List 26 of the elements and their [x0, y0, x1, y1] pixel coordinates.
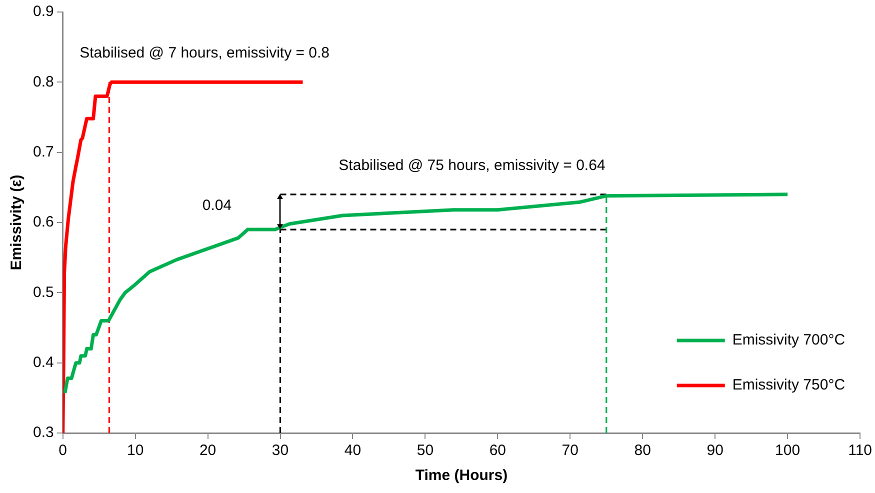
x-tick-label: 90	[706, 442, 724, 460]
y-tick-label: 0.5	[32, 284, 54, 301]
x-axis-title: Time (Hours)	[415, 467, 508, 484]
x-tick-label: 60	[489, 442, 506, 460]
legend-label: Emissivity 750°C	[732, 376, 846, 394]
y-tick-label: 0.7	[32, 143, 54, 160]
annotation: Stabilised @ 75 hours, emissivity = 0.64	[338, 156, 606, 174]
annotation: Stabilised @ 7 hours, emissivity = 0.8	[80, 44, 330, 62]
x-tick-label: 80	[634, 442, 651, 460]
x-tick-label: 70	[562, 442, 578, 460]
x-tick-label: 30	[272, 442, 289, 460]
x-tick-label: 0	[58, 442, 68, 460]
y-tick-label: 0.4	[32, 354, 54, 371]
y-tick-label: 0.3	[32, 424, 54, 442]
x-tick-label: 40	[344, 442, 362, 460]
x-tick-label: 20	[199, 442, 216, 460]
x-tick-label: 10	[126, 442, 144, 460]
x-tick-label: 50	[416, 442, 434, 460]
legend-label: Emissivity 700°C	[732, 332, 846, 349]
annotation: 0.04	[202, 197, 232, 214]
y-tick-label: 0.6	[32, 214, 54, 231]
y-tick-label: 0.8	[32, 73, 54, 90]
x-tick-label: 110	[848, 442, 872, 460]
y-tick-label: 0.9	[32, 3, 54, 20]
y-axis-title: Emissivity (ε)	[8, 174, 26, 270]
x-tick-label: 100	[775, 442, 800, 460]
